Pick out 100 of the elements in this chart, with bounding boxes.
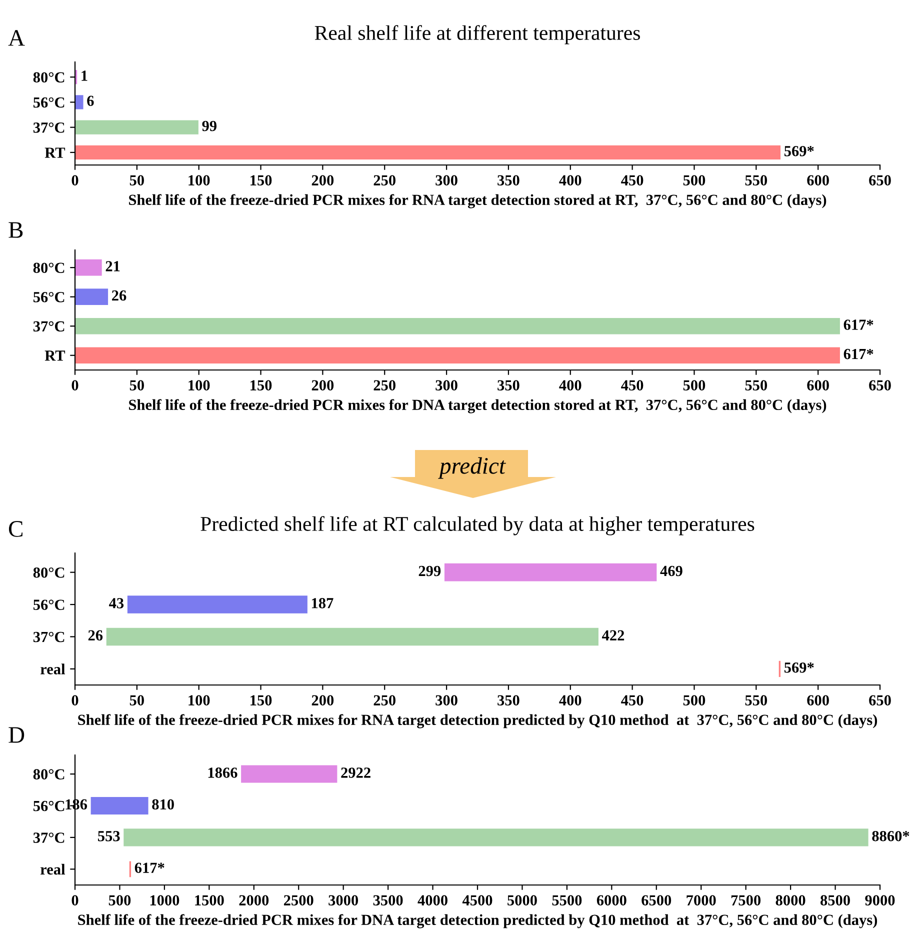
data-label: 99 — [202, 120, 216, 132]
bar — [75, 95, 84, 110]
x-axis-title: Shelf life of the freeze-dried PCR mixes for RNA target detection predicted by Q10 method at 37°C, 56°C and 80°C (days) — [78, 714, 878, 728]
bar — [241, 765, 338, 783]
data-label: 569* — [784, 146, 814, 156]
x-tick-label: 500 — [683, 380, 706, 390]
x-tick-label: 0 — [72, 175, 78, 186]
data-label: 8860* — [872, 830, 910, 842]
y-tick-label: 56°C — [33, 292, 64, 302]
x-tick-label: 1000 — [150, 895, 180, 906]
x-tick-label: 300 — [436, 695, 458, 706]
bar — [75, 120, 198, 134]
x-tick-label: 550 — [745, 175, 768, 186]
x-axis-title: Shelf life of the freeze-dried PCR mixes for RNA target detection stored at RT, 37°C, 56°C and 80°C (days) — [129, 194, 826, 208]
text: D — [8, 727, 24, 743]
bar — [124, 828, 868, 846]
data-label: 422 — [602, 630, 624, 640]
data-label: 469 — [660, 566, 682, 576]
x-axis-title: Shelf life of the freeze-dried PCR mixes for DNA target detection stored at RT, 37°C, 56°C and 80°C (days) — [129, 399, 826, 414]
x-tick-label: 400 — [559, 695, 582, 706]
x-tick-label: 200 — [312, 695, 334, 706]
data-label: 810 — [152, 799, 174, 810]
bar — [75, 318, 840, 334]
bar — [75, 259, 102, 276]
x-tick-label: 3500 — [373, 895, 403, 906]
y-tick-label: 80°C — [33, 262, 64, 274]
bar — [90, 796, 148, 814]
data-label: 617* — [844, 320, 874, 330]
x-tick-label: 4500 — [462, 895, 492, 906]
x-tick-label: 6000 — [596, 895, 626, 906]
x-tick-label: 5500 — [552, 895, 582, 906]
y-tick-label: real — [40, 864, 66, 875]
x-tick-label: 500 — [683, 175, 706, 186]
x-tick-label: 0 — [72, 380, 78, 390]
text: B — [8, 222, 23, 238]
bar — [75, 145, 781, 160]
x-tick-label: 300 — [436, 380, 458, 390]
bar — [106, 628, 598, 646]
x-tick-label: 450 — [621, 695, 644, 706]
text: predict — [438, 457, 506, 479]
y-tick-label: 56°C — [33, 600, 64, 610]
y-tick-label: RT — [44, 350, 66, 361]
chart-title: Predicted shelf life at RT calculated by data at higher temperatures — [200, 516, 754, 536]
text: A — [8, 30, 25, 46]
x-tick-label: 150 — [250, 175, 272, 186]
annotation: 43 — [109, 598, 124, 608]
x-tick-label: 5000 — [508, 895, 537, 906]
x-tick-label: 350 — [498, 175, 520, 186]
x-tick-label: 250 — [374, 695, 396, 706]
x-tick-label: 600 — [807, 380, 829, 390]
x-tick-label: 200 — [312, 175, 334, 186]
x-tick-label: 50 — [130, 175, 144, 186]
x-tick-label: 300 — [436, 175, 458, 186]
x-tick-label: 1500 — [195, 895, 224, 906]
y-tick-label: 80°C — [33, 567, 64, 578]
data-label: 6 — [87, 96, 94, 106]
x-tick-label: 350 — [498, 380, 520, 390]
y-tick-label: 37°C — [33, 832, 64, 843]
annotation: 26 — [88, 630, 103, 641]
chart-title: Real shelf life at different temperatures — [314, 25, 640, 44]
bar — [444, 563, 657, 582]
bar — [75, 288, 108, 305]
x-tick-label: 650 — [869, 175, 891, 186]
x-tick-label: 8000 — [776, 895, 806, 906]
y-tick-label: 80°C — [33, 72, 64, 83]
x-tick-label: 550 — [745, 380, 768, 390]
x-tick-label: 50 — [130, 695, 144, 706]
x-tick-label: 250 — [374, 175, 396, 186]
annotation: 299 — [418, 566, 441, 576]
x-tick-label: 100 — [188, 175, 210, 186]
x-tick-label: 650 — [869, 695, 891, 706]
x-tick-label: 550 — [745, 695, 768, 706]
data-label: 2922 — [341, 768, 370, 778]
x-axis-title: Shelf life of the freeze-dried PCR mixes for DNA target detection predicted by Q10 method at 37°C, 56°C and 80°C (days) — [78, 914, 878, 928]
x-tick-label: 3000 — [328, 895, 358, 906]
x-tick-label: 7500 — [731, 895, 761, 906]
y-tick-label: 56°C — [33, 97, 64, 108]
x-tick-label: 7000 — [686, 895, 716, 906]
x-tick-label: 400 — [559, 175, 582, 186]
x-tick-label: 200 — [312, 380, 334, 390]
x-tick-label: 400 — [559, 380, 582, 390]
data-label: 26 — [112, 290, 126, 301]
data-label: 1 — [82, 70, 88, 81]
y-tick-label: real — [40, 664, 66, 674]
x-tick-label: 450 — [621, 380, 644, 390]
x-tick-label: 150 — [250, 380, 272, 390]
x-tick-label: 100 — [188, 380, 210, 390]
x-tick-label: 450 — [621, 175, 644, 186]
y-tick-label: 37°C — [33, 122, 64, 133]
x-tick-label: 650 — [869, 380, 891, 390]
x-tick-label: 100 — [188, 695, 210, 706]
bar — [127, 596, 308, 614]
x-tick-label: 500 — [108, 895, 131, 906]
text: C — [8, 521, 22, 537]
data-label: 617* — [844, 348, 874, 360]
y-tick-label: 37°C — [33, 321, 64, 332]
x-tick-label: 4000 — [418, 895, 448, 906]
annotation: 553 — [98, 830, 120, 842]
x-tick-label: 50 — [130, 380, 144, 390]
x-tick-label: 250 — [374, 380, 396, 390]
